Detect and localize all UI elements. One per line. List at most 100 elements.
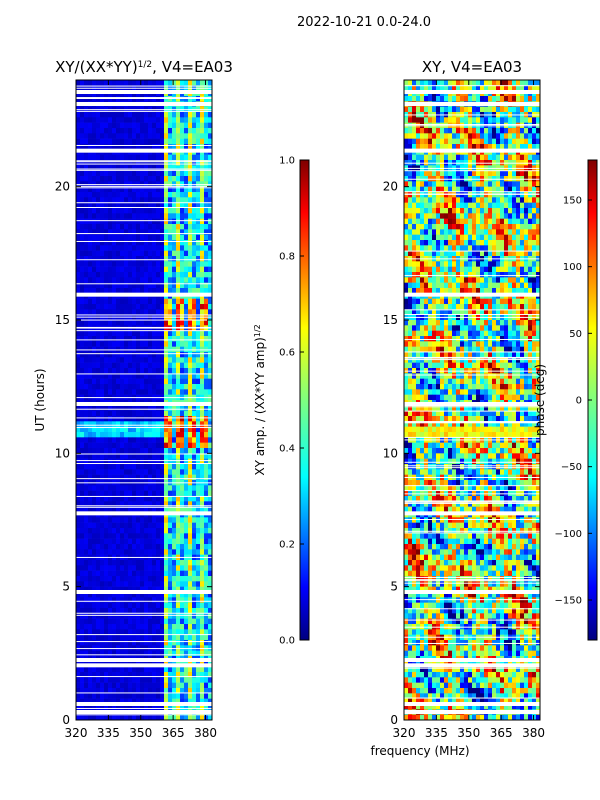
phase-heat-cell [456,106,461,113]
amp-heat-cell [196,608,201,614]
amp-heat-cell [196,693,201,699]
amp-heat-cell [108,165,113,171]
amp-heat-cell [116,128,121,134]
amp-heat-cell [180,240,185,246]
amp-heat-cell [92,677,97,683]
amp-heat-cell [204,154,209,161]
amp-heat-cell [80,474,85,481]
amp-heat-cell [172,677,177,683]
phase-heat-cell [484,133,489,139]
amp-heat-cell [156,277,161,283]
amp-heat-cell [80,501,85,507]
amp-heat-cell [128,304,133,310]
amp-heat-cell [120,357,125,363]
amp-heat-cell [192,384,197,390]
amp-heat-cell [184,549,189,555]
amp-heat-cell [76,688,81,694]
amp-heat-cell [136,597,141,603]
amp-heat-cell [104,282,109,289]
phase-heat-cell [496,181,501,187]
amp-heat-cell [80,570,85,577]
amp-heat-cell [84,133,89,139]
amp-heat-cell [148,234,153,241]
amp-heat-cell [108,592,113,598]
amp-heat-cell [128,352,133,358]
amp-heat-cell [204,250,209,257]
amp-heat-cell [76,165,81,171]
amp-heat-cell [196,698,201,705]
amp-heat-cell [88,650,93,657]
amp-flag-line [76,316,212,318]
amp-heat-cell [120,485,125,491]
phase-heat-cell [424,154,429,161]
amp-heat-cell [148,640,153,646]
amp-heat-cell [96,128,101,134]
amp-heat-cell [84,357,89,363]
phase-heat-cell [536,106,541,113]
amp-heat-cell [116,464,121,470]
amp-heat-cell [136,640,141,646]
amp-heat-cell [80,560,85,566]
amp-heat-cell [144,378,149,385]
amp-heat-cell [184,538,189,545]
amp-heat-cell [84,373,89,379]
amp-heat-cell [156,336,161,342]
amp-heat-cell [112,672,117,678]
amp-heat-cell [188,549,193,555]
amp-heat-cell [192,538,197,545]
amp-heat-cell [144,474,149,481]
phase-heat-cell [404,170,409,177]
amp-heat-cell [124,528,129,534]
amp-heat-cell [148,154,153,161]
amp-heat-cell [156,629,161,635]
amp-heat-cell [112,442,117,449]
amp-heat-cell [84,517,89,523]
amp-heat-cell [156,528,161,534]
amp-heat-cell [124,256,129,262]
amp-heat-cell [108,544,113,550]
amp-heat-cell [144,426,149,433]
amp-heat-cell [188,533,193,539]
amp-heat-cell [136,586,141,593]
amp-heat-cell [120,250,125,257]
amp-heat-cell [160,208,165,214]
phase-heat-cell [436,186,441,193]
phase-heat-cell [484,96,489,102]
amp-heat-cell [208,336,213,342]
amp-heat-cell [140,144,145,150]
phase-heat-cell [508,186,513,193]
amp-heat-cell [188,624,193,630]
amp-heat-cell [208,186,213,193]
amp-heat-cell [152,224,157,230]
amp-heat-cell [104,714,109,721]
phase-heat-cell [512,144,517,150]
amp-heat-cell [172,602,177,609]
amp-heat-cell [208,229,213,235]
amp-heat-cell [104,224,109,230]
amp-heat-cell [92,218,97,225]
amp-heat-cell [100,304,105,310]
amp-heat-cell [204,704,209,710]
amp-heat-cell [124,592,129,598]
amp-heat-cell [208,565,213,571]
amp-heat-cell [176,309,181,315]
amp-heat-cell [140,410,145,417]
amp-heat-cell [192,608,197,614]
amp-heat-cell [104,176,109,182]
amp-heat-cell [88,602,93,609]
amp-heat-cell [204,714,209,721]
amp-heat-cell [184,357,189,363]
phase-heat-cell [528,154,533,161]
amp-heat-cell [108,533,113,539]
amp-heat-cell [92,410,97,417]
amp-heat-cell [204,122,209,129]
amp-heat-cell [164,336,169,342]
amp-heat-cell [208,117,213,123]
amp-heat-cell [188,213,193,219]
amp-heat-cell [112,629,117,635]
amp-heat-cell [104,170,109,177]
amp-heat-cell [180,496,185,502]
amp-heat-cell [92,570,97,577]
amp-heat-cell [96,464,101,470]
amp-heat-cell [152,208,157,214]
